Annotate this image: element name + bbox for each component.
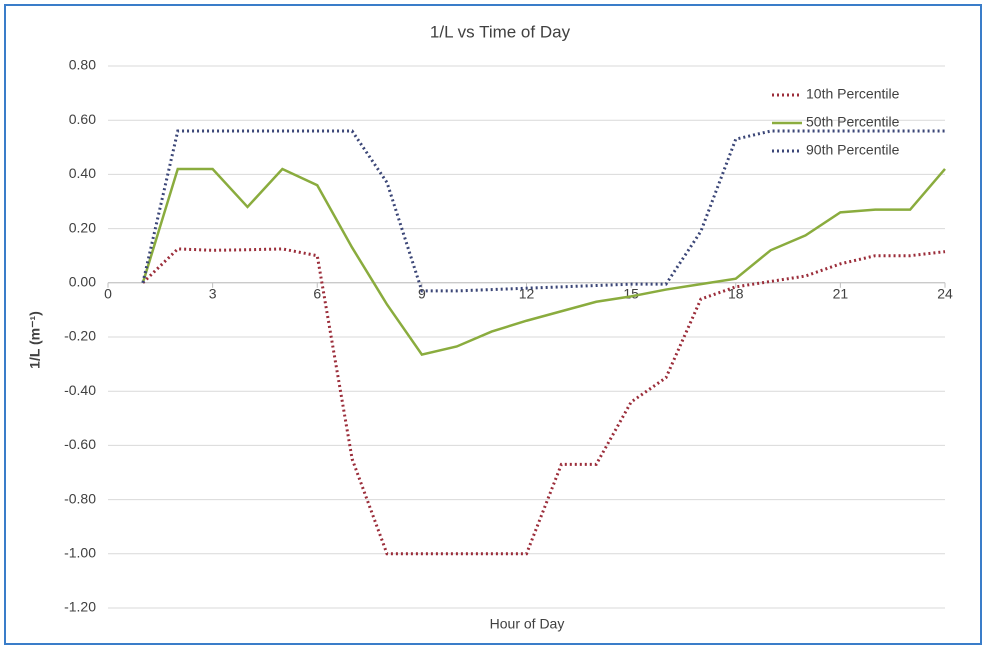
x-tick-label: 3 [209,286,217,302]
y-tick-label: -0.40 [64,382,96,398]
y-tick-label: -0.60 [64,436,96,452]
x-tick-label: 0 [104,286,112,302]
y-tick-label: 0.60 [69,111,96,127]
x-tick-label: 18 [728,286,744,302]
legend-label: 90th Percentile [806,142,900,158]
y-tick-label: 0.20 [69,219,96,235]
y-tick-label: -0.80 [64,490,96,506]
series-line [141,247,946,556]
y-tick-label: 0.40 [69,165,96,181]
x-tick-label: 6 [313,286,321,302]
y-tick-label: -0.20 [64,328,96,344]
y-tick-label: 0.00 [69,274,96,290]
y-axis-label: 1/L (m⁻¹) [27,311,43,369]
chart-frame [4,4,982,645]
y-tick-label: -1.00 [64,545,96,561]
x-tick-label: 24 [937,286,953,302]
y-tick-label: 0.80 [69,57,96,73]
chart-title: 1/L vs Time of Day [430,22,571,41]
x-tick-label: 9 [418,286,426,302]
series-line [141,167,946,357]
x-tick-label: 15 [623,286,639,302]
y-tick-label: -1.20 [64,599,96,615]
x-axis-label: Hour of Day [490,616,565,632]
legend-label: 10th Percentile [806,86,900,102]
x-tick-label: 21 [833,286,849,302]
legend-label: 50th Percentile [806,114,900,130]
